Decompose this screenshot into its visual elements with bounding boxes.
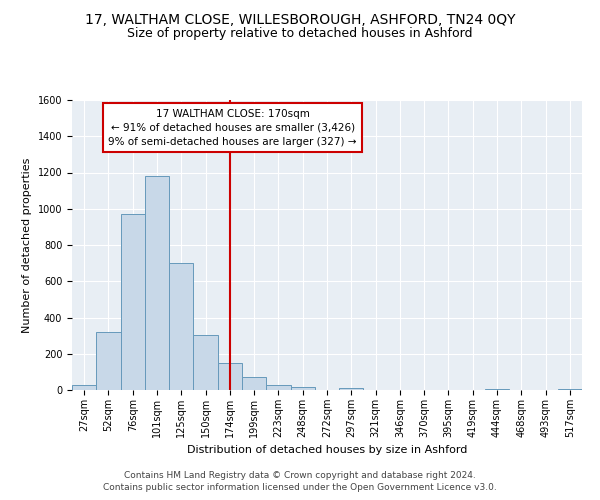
Bar: [193, 334, 218, 390]
Bar: [558, 389, 582, 390]
Bar: [72, 384, 96, 390]
Bar: [290, 388, 315, 390]
Bar: [266, 386, 290, 390]
Bar: [218, 363, 242, 390]
Text: 17 WALTHAM CLOSE: 170sqm
← 91% of detached houses are smaller (3,426)
9% of semi: 17 WALTHAM CLOSE: 170sqm ← 91% of detach…: [109, 108, 357, 146]
Bar: [169, 263, 193, 390]
X-axis label: Distribution of detached houses by size in Ashford: Distribution of detached houses by size …: [187, 446, 467, 456]
Bar: [485, 389, 509, 390]
Bar: [121, 214, 145, 390]
Text: 17, WALTHAM CLOSE, WILLESBOROUGH, ASHFORD, TN24 0QY: 17, WALTHAM CLOSE, WILLESBOROUGH, ASHFOR…: [85, 12, 515, 26]
Bar: [242, 378, 266, 390]
Y-axis label: Number of detached properties: Number of detached properties: [22, 158, 32, 332]
Text: Contains public sector information licensed under the Open Government Licence v3: Contains public sector information licen…: [103, 484, 497, 492]
Bar: [339, 388, 364, 390]
Text: Size of property relative to detached houses in Ashford: Size of property relative to detached ho…: [127, 28, 473, 40]
Bar: [145, 176, 169, 390]
Bar: [96, 332, 121, 390]
Text: Contains HM Land Registry data © Crown copyright and database right 2024.: Contains HM Land Registry data © Crown c…: [124, 471, 476, 480]
